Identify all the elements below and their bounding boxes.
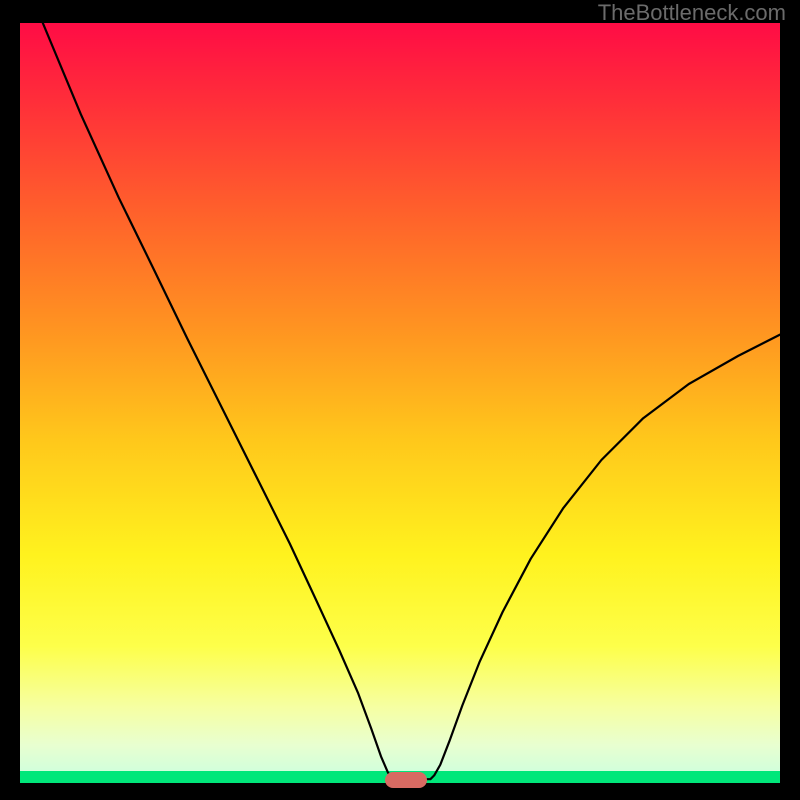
optimal-marker xyxy=(385,772,427,788)
bottleneck-curve xyxy=(20,23,780,783)
watermark-text: TheBottleneck.com xyxy=(598,0,786,26)
chart-container: TheBottleneck.com xyxy=(0,0,800,800)
plot-area xyxy=(20,23,780,783)
